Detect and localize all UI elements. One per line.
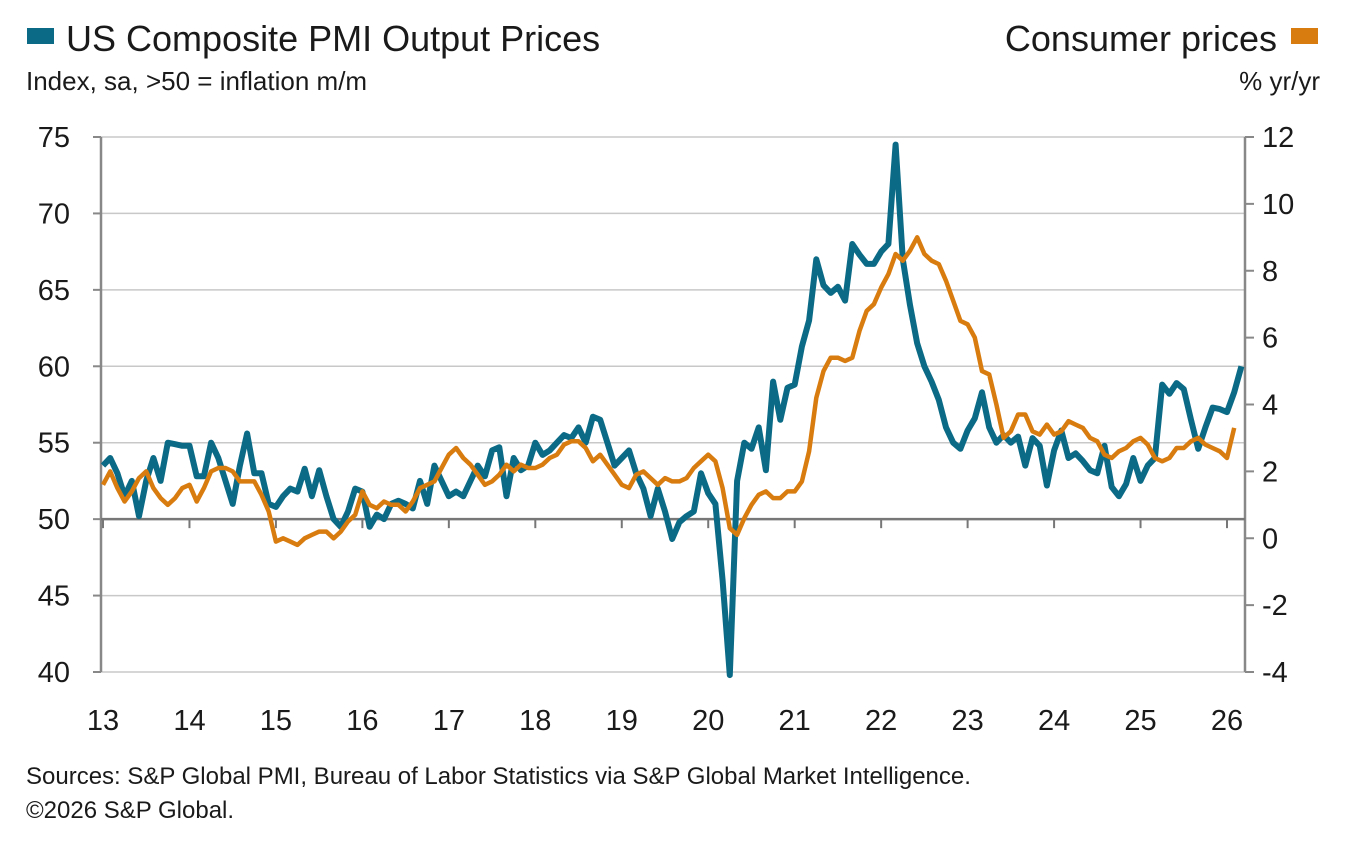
footer: Sources: S&P Global PMI, Bureau of Labor… (26, 760, 971, 828)
x-axis-tick-label: 15 (260, 705, 292, 737)
x-axis-tick-label: 22 (865, 705, 897, 737)
right-axis-subtitle: % yr/yr (1239, 66, 1320, 96)
right-axis-tick-label: 12 (1262, 122, 1294, 154)
left-axis-tick-label: 50 (38, 504, 70, 536)
x-axis-tick-label: 13 (87, 705, 119, 737)
right-axis-tick-label: 2 (1262, 456, 1278, 488)
right-axis-tick-label: 0 (1262, 523, 1278, 555)
chart-title: US Composite PMI Output Prices (66, 18, 601, 59)
x-axis-tick-label: 18 (519, 705, 551, 737)
x-axis-tick-label: 25 (1124, 705, 1156, 737)
right-axis-tick-label: 8 (1262, 256, 1278, 288)
series-line-consumer-prices (101, 235, 1237, 548)
x-axis-tick-label: 20 (692, 705, 724, 737)
left-axis-tick-label: 60 (38, 351, 70, 383)
x-axis-tick-label: 16 (346, 705, 378, 737)
x-axis-tick-label: 21 (779, 705, 811, 737)
legend-swatch-pmi (27, 28, 54, 44)
left-axis-tick-label: 70 (38, 198, 70, 230)
x-axis-tick-label: 24 (1038, 705, 1070, 737)
left-axis-tick-label: 45 (38, 581, 70, 613)
right-axis-tick-label: -4 (1262, 657, 1288, 689)
legend-swatch-cpi (1291, 28, 1318, 44)
left-axis-tick-label: 55 (38, 428, 70, 460)
left-axis-tick-label: 65 (38, 275, 70, 307)
left-axis-tick-label: 40 (38, 657, 70, 689)
x-axis-tick-label: 19 (606, 705, 638, 737)
right-axis-tick-label: -2 (1262, 590, 1288, 622)
right-axis-tick-label: 10 (1262, 189, 1294, 221)
footer-sources: Sources: S&P Global PMI, Bureau of Labor… (26, 763, 971, 790)
left-axis-tick-label: 75 (38, 122, 70, 154)
x-axis-tick-label: 26 (1211, 705, 1243, 737)
left-axis-subtitle: Index, sa, >50 = inflation m/m (26, 66, 368, 96)
x-axis-tick-label: 14 (173, 705, 205, 737)
x-axis-tick-label: 23 (951, 705, 983, 737)
right-axis-tick-label: 6 (1262, 323, 1278, 355)
x-axis-tick-label: 17 (433, 705, 465, 737)
right-series-title: Consumer prices (1004, 18, 1277, 59)
footer-copyright: ©2026 S&P Global. (26, 797, 235, 824)
right-axis-tick-label: 4 (1262, 390, 1278, 422)
